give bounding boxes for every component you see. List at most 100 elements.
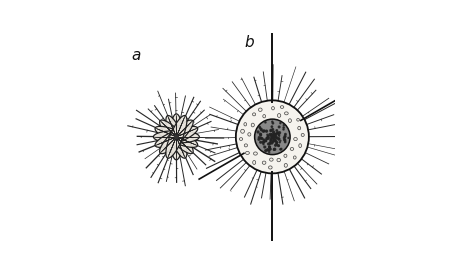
Circle shape <box>272 137 273 138</box>
Circle shape <box>284 136 286 137</box>
Circle shape <box>267 138 269 139</box>
Circle shape <box>283 127 284 128</box>
Circle shape <box>269 146 270 147</box>
Circle shape <box>284 141 286 143</box>
Circle shape <box>273 134 275 135</box>
Circle shape <box>280 122 281 124</box>
Ellipse shape <box>269 166 272 169</box>
Circle shape <box>284 139 285 141</box>
Circle shape <box>260 128 261 129</box>
Circle shape <box>262 141 264 143</box>
Circle shape <box>275 136 277 137</box>
Circle shape <box>259 126 261 128</box>
Circle shape <box>269 148 270 149</box>
Circle shape <box>277 132 279 134</box>
Circle shape <box>280 140 281 141</box>
Circle shape <box>274 136 275 138</box>
Circle shape <box>263 139 265 141</box>
Circle shape <box>274 134 275 136</box>
Circle shape <box>270 140 272 141</box>
Circle shape <box>279 142 280 143</box>
Circle shape <box>271 137 273 138</box>
Circle shape <box>280 149 281 150</box>
Circle shape <box>271 126 273 127</box>
Circle shape <box>278 134 279 135</box>
Ellipse shape <box>297 118 299 121</box>
Circle shape <box>269 134 271 136</box>
Ellipse shape <box>294 137 297 141</box>
Circle shape <box>272 135 273 136</box>
Circle shape <box>271 136 273 138</box>
Circle shape <box>263 141 265 143</box>
Ellipse shape <box>284 154 287 157</box>
Circle shape <box>269 150 270 151</box>
Circle shape <box>276 130 278 131</box>
Ellipse shape <box>253 152 257 155</box>
Circle shape <box>270 129 272 131</box>
Circle shape <box>260 141 261 143</box>
Ellipse shape <box>155 126 198 147</box>
Ellipse shape <box>252 113 256 116</box>
Circle shape <box>276 142 278 143</box>
Circle shape <box>272 121 273 122</box>
Circle shape <box>258 137 260 138</box>
Circle shape <box>265 150 267 151</box>
Ellipse shape <box>239 138 243 140</box>
Circle shape <box>272 129 274 130</box>
Circle shape <box>283 129 284 130</box>
Circle shape <box>277 132 278 133</box>
Ellipse shape <box>170 114 183 160</box>
Circle shape <box>271 136 273 138</box>
Ellipse shape <box>160 120 193 154</box>
Circle shape <box>276 143 277 145</box>
Circle shape <box>271 135 273 137</box>
Circle shape <box>265 140 266 141</box>
Ellipse shape <box>301 133 304 137</box>
Circle shape <box>269 152 270 153</box>
Circle shape <box>267 135 269 137</box>
Circle shape <box>272 135 274 137</box>
Text: b: b <box>244 35 254 50</box>
Circle shape <box>175 135 178 138</box>
Circle shape <box>272 122 274 124</box>
Circle shape <box>263 144 264 145</box>
Ellipse shape <box>263 115 266 118</box>
Circle shape <box>279 132 280 134</box>
Ellipse shape <box>277 158 280 162</box>
Circle shape <box>284 137 285 139</box>
Circle shape <box>271 135 273 137</box>
Ellipse shape <box>251 123 254 127</box>
Circle shape <box>278 145 279 147</box>
Circle shape <box>267 149 269 151</box>
Ellipse shape <box>270 158 273 161</box>
Circle shape <box>236 100 309 173</box>
Ellipse shape <box>241 129 244 133</box>
Ellipse shape <box>166 115 187 158</box>
Circle shape <box>265 140 266 142</box>
Circle shape <box>261 129 262 131</box>
Circle shape <box>274 133 276 136</box>
Circle shape <box>270 130 271 132</box>
Circle shape <box>271 134 272 135</box>
Ellipse shape <box>271 107 274 110</box>
Circle shape <box>266 130 267 132</box>
Circle shape <box>272 136 273 138</box>
Circle shape <box>274 139 275 141</box>
Ellipse shape <box>166 115 187 158</box>
Circle shape <box>267 134 268 135</box>
Circle shape <box>288 137 289 138</box>
Circle shape <box>269 143 271 144</box>
Circle shape <box>269 146 270 147</box>
Circle shape <box>274 144 277 146</box>
Circle shape <box>274 133 275 135</box>
Circle shape <box>269 146 270 148</box>
Ellipse shape <box>153 131 199 143</box>
Ellipse shape <box>258 108 262 111</box>
Circle shape <box>260 134 261 136</box>
Circle shape <box>265 122 266 123</box>
Ellipse shape <box>278 114 281 117</box>
Circle shape <box>260 137 261 139</box>
Circle shape <box>273 131 274 133</box>
Circle shape <box>276 137 278 138</box>
Ellipse shape <box>288 119 292 122</box>
